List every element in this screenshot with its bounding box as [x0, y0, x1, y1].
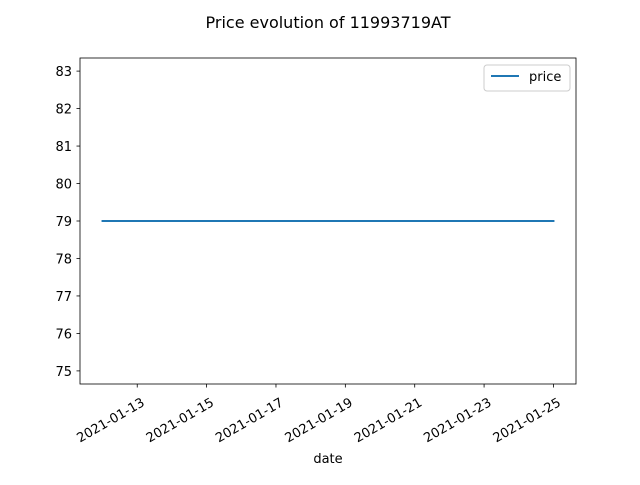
y-tick-label: 79	[55, 215, 72, 230]
legend: price	[483, 64, 571, 92]
y-tick-label: 76	[55, 327, 72, 342]
y-tick-label: 83	[55, 65, 72, 80]
y-tick-label: 78	[55, 252, 72, 267]
y-tick-label: 75	[55, 365, 72, 380]
y-tick-label: 77	[55, 290, 72, 305]
x-axis-label: date	[313, 452, 342, 467]
legend-label-price: price	[529, 70, 561, 85]
plot-frame	[79, 57, 577, 385]
y-tick-label: 81	[55, 140, 72, 155]
y-tick-label: 82	[55, 103, 72, 118]
legend-box	[483, 64, 571, 92]
chart-title: Price evolution of 11993719AT	[206, 13, 451, 32]
y-tick-label: 80	[55, 178, 72, 193]
